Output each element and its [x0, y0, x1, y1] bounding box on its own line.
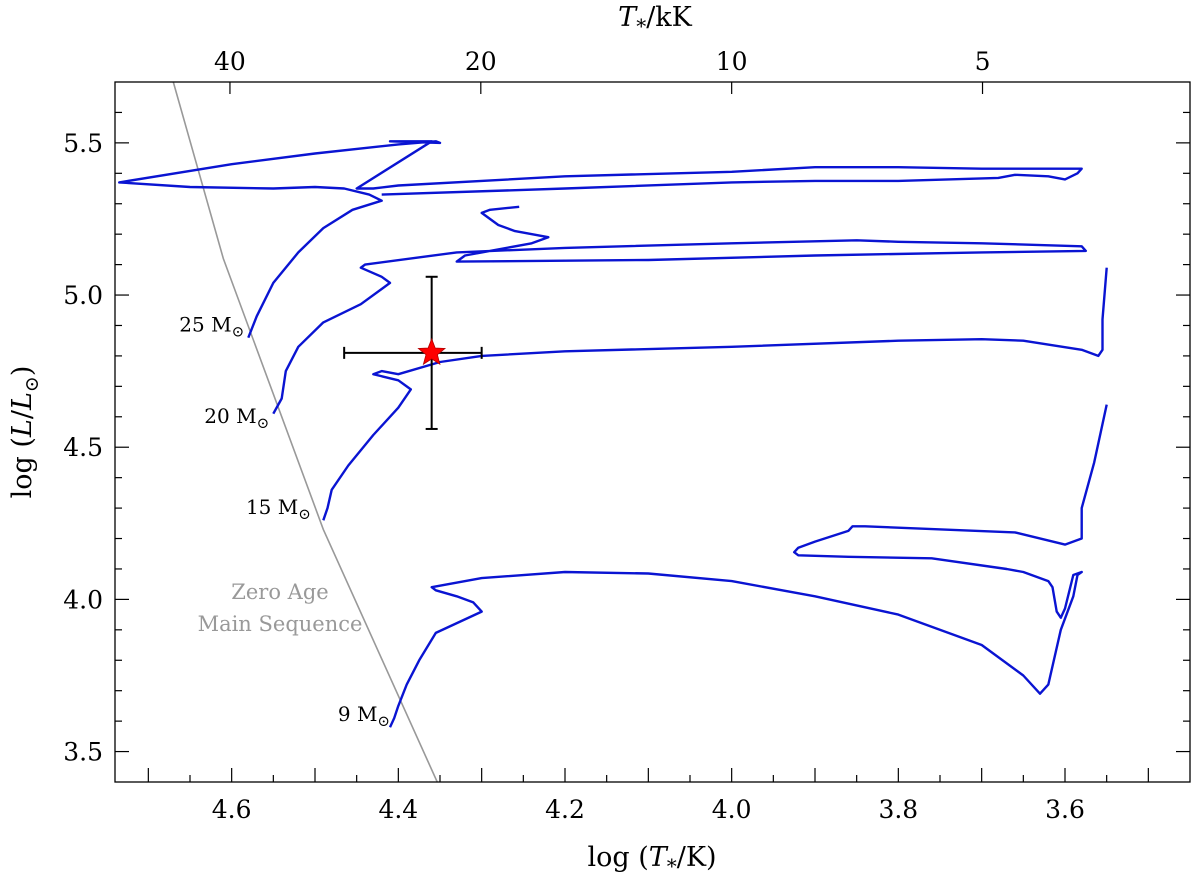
- mass-labels: 25 M⊙ 20 M⊙ 15 M⊙ 9 M⊙: [179, 313, 390, 731]
- evolutionary-tracks: [117, 140, 1108, 728]
- y-axis-title: log (L/L⊙): [7, 366, 43, 499]
- plot-area: [117, 82, 1108, 782]
- y-tick-label: 5.5: [63, 129, 103, 158]
- track-3: [322, 267, 1108, 521]
- top-tick-label: 5: [975, 47, 991, 76]
- y-tick-label: 4.5: [63, 433, 103, 462]
- track-4: [388, 404, 1108, 728]
- error-bars: [343, 275, 483, 430]
- mass-label: 25 M⊙: [179, 313, 244, 341]
- zams-label-line-2: Main Sequence: [198, 612, 363, 636]
- star-marker: [417, 337, 447, 366]
- mass-label: 9 M⊙: [338, 702, 390, 730]
- mass-label: 15 M⊙: [246, 495, 311, 523]
- y-tick-label: 5.0: [63, 281, 103, 310]
- track-1: [117, 140, 1083, 339]
- x-axis-title-top: T*/kK: [618, 2, 692, 38]
- x-tick-label: 3.8: [878, 795, 918, 824]
- top-tick-label: 10: [716, 47, 748, 76]
- top-tick-label: 40: [214, 47, 246, 76]
- x-tick-label: 3.6: [1045, 795, 1085, 824]
- zams-label-line-1: Zero Age: [231, 580, 328, 604]
- top-tick-label: 20: [465, 47, 497, 76]
- axis-tick-labels: 4.6 4.4 4.2 4.0 3.8 3.6 40 20 10 5 3.5 4.0 4.5 5.0 5.5: [63, 47, 1085, 824]
- x-tick-label: 4.6: [212, 795, 252, 824]
- x-tick-label: 4.4: [378, 795, 418, 824]
- x-axis-title-bottom: log (T*/K): [587, 842, 716, 877]
- plot-frame: [114, 81, 1191, 783]
- y-tick-label: 4.0: [63, 585, 103, 614]
- axis-ticks: [115, 82, 1190, 782]
- x-tick-label: 4.0: [712, 795, 752, 824]
- x-tick-label: 4.2: [545, 795, 585, 824]
- mass-label: 20 M⊙: [204, 404, 269, 432]
- y-tick-label: 3.5: [63, 738, 103, 767]
- track-2: [272, 205, 1088, 415]
